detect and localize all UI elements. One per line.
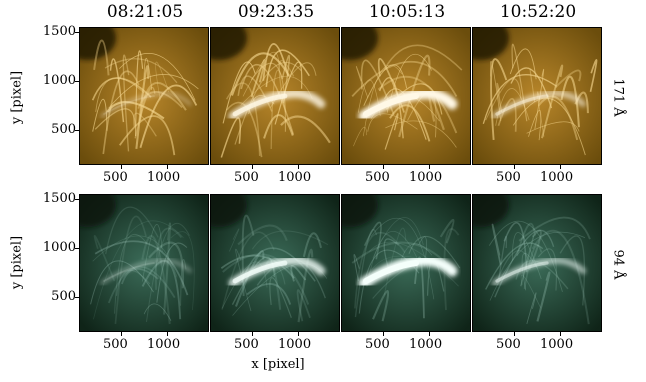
xtick-bottom-4-500: 500 <box>496 337 521 352</box>
xtick-bottom-2-500: 500 <box>234 337 259 352</box>
x-tick-mark <box>298 165 299 169</box>
x-tick-mark <box>298 332 299 336</box>
time-title-1: 08:21:05 <box>106 2 184 22</box>
x-tick-mark <box>560 332 561 336</box>
solar-image-aia94-2 <box>210 194 340 332</box>
x-tick-mark <box>429 332 430 336</box>
y-tick-mark <box>75 81 79 82</box>
ytick-bottom-1000: 1000 <box>42 240 76 255</box>
x-tick-mark <box>252 165 253 169</box>
xtick-top-3-500: 500 <box>365 170 390 185</box>
x-tick-mark <box>514 165 515 169</box>
xtick-top-4-1000: 1000 <box>540 170 574 185</box>
x-tick-mark <box>252 332 253 336</box>
ytick-bottom-1500: 1500 <box>42 191 76 206</box>
ytick-bottom-500: 500 <box>51 289 76 304</box>
xtick-bottom-4-1000: 1000 <box>540 337 574 352</box>
ytick-top-500: 500 <box>51 122 76 137</box>
x-axis-label: x [pixel] <box>251 357 305 372</box>
solar-image-aia94-4 <box>472 194 602 332</box>
ytick-top-1000: 1000 <box>42 73 76 88</box>
solar-image-aia171-1 <box>79 27 209 165</box>
xtick-bottom-1-1000: 1000 <box>147 337 181 352</box>
xtick-top-2-500: 500 <box>234 170 259 185</box>
solar-image-aia94-3 <box>341 194 471 332</box>
xtick-bottom-3-500: 500 <box>365 337 390 352</box>
y-tick-mark <box>75 130 79 131</box>
x-tick-mark <box>429 165 430 169</box>
time-title-2: 09:23:35 <box>237 2 315 22</box>
solar-image-aia171-2 <box>210 27 340 165</box>
x-tick-mark <box>514 332 515 336</box>
xtick-top-2-1000: 1000 <box>278 170 312 185</box>
xtick-top-1-1000: 1000 <box>147 170 181 185</box>
xtick-bottom-1-500: 500 <box>103 337 128 352</box>
x-tick-mark <box>560 165 561 169</box>
solar-image-aia94-1 <box>79 194 209 332</box>
x-tick-mark <box>167 165 168 169</box>
x-tick-mark <box>121 332 122 336</box>
row-label-171: 171 Å <box>610 78 626 117</box>
y-tick-mark <box>75 248 79 249</box>
solar-image-aia171-4 <box>472 27 602 165</box>
xtick-bottom-2-1000: 1000 <box>278 337 312 352</box>
xtick-top-3-1000: 1000 <box>409 170 443 185</box>
y-tick-mark <box>75 199 79 200</box>
solar-image-aia171-3 <box>341 27 471 165</box>
x-tick-mark <box>121 165 122 169</box>
xtick-bottom-3-1000: 1000 <box>409 337 443 352</box>
y-axis-label-top: y [pixel] <box>9 70 25 125</box>
xtick-top-1-500: 500 <box>103 170 128 185</box>
y-tick-mark <box>75 297 79 298</box>
y-axis-label-bottom: y [pixel] <box>9 235 25 290</box>
row-label-94: 94 Å <box>610 249 626 280</box>
y-tick-mark <box>75 32 79 33</box>
x-tick-mark <box>167 332 168 336</box>
xtick-top-4-500: 500 <box>496 170 521 185</box>
time-title-4: 10:52:20 <box>499 2 577 22</box>
time-title-3: 10:05:13 <box>368 2 446 22</box>
ytick-top-1500: 1500 <box>42 24 76 39</box>
x-tick-mark <box>383 332 384 336</box>
x-tick-mark <box>383 165 384 169</box>
